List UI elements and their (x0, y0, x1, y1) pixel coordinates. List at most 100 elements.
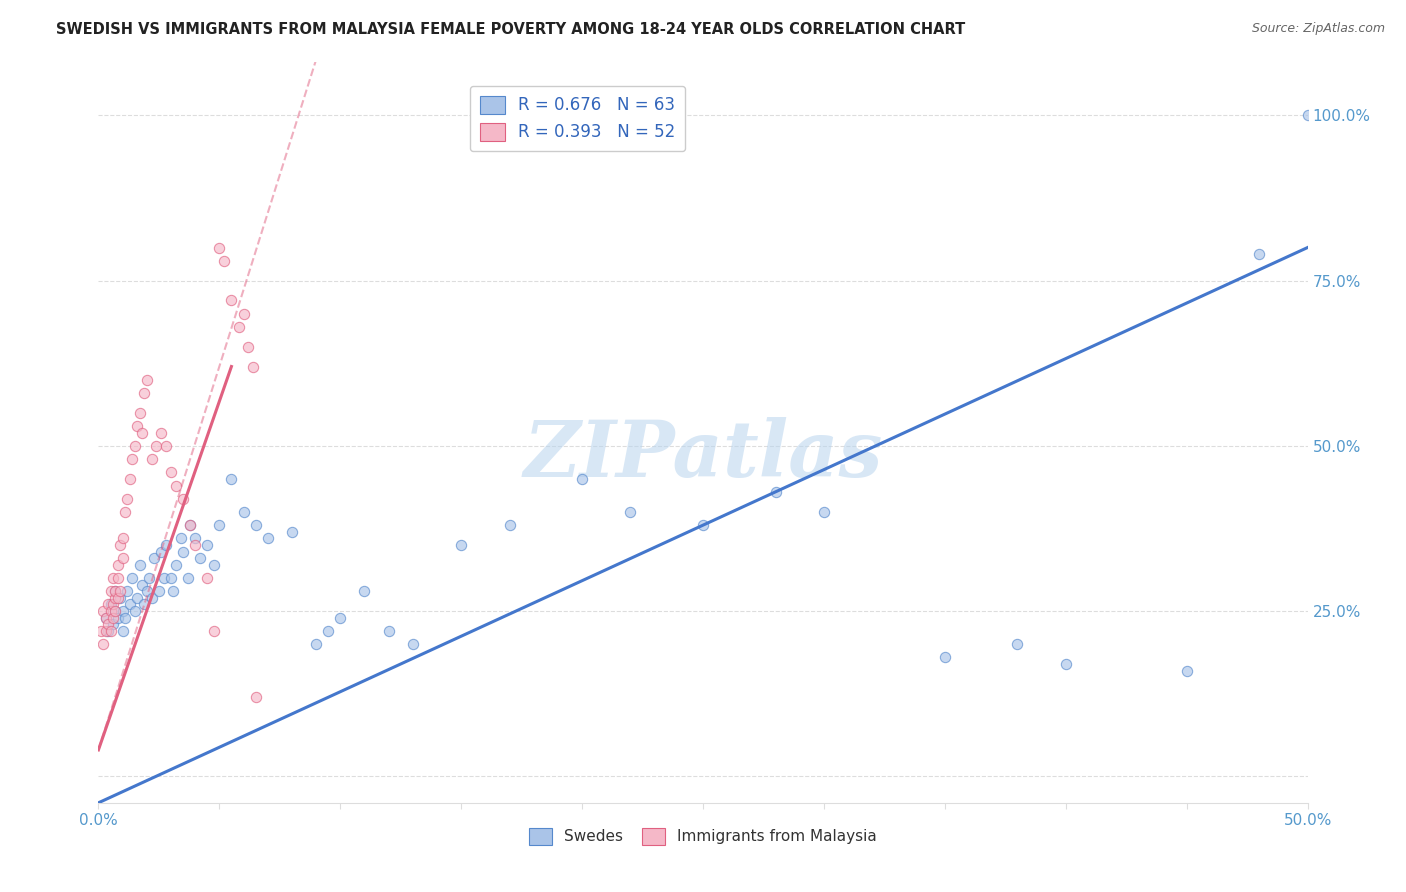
Point (117, 584, 139, 599)
Point (135, 373, 157, 387)
Point (121, 452, 143, 467)
Point (111, 551, 134, 566)
Point (208, 518, 231, 533)
Point (1054, 657, 1077, 671)
Point (1007, 637, 1029, 651)
Point (104, 604, 127, 618)
Point (179, 518, 201, 533)
Point (100, 604, 122, 618)
Point (232, 505, 254, 519)
Point (143, 551, 166, 566)
Point (97, 624, 120, 638)
Point (141, 452, 163, 467)
Point (150, 425, 173, 440)
Point (160, 571, 183, 585)
Point (100, 598, 122, 612)
Point (155, 538, 177, 552)
Point (353, 584, 375, 599)
Point (1249, 247, 1271, 261)
Point (114, 611, 136, 625)
Point (134, 386, 156, 401)
Point (177, 571, 200, 585)
Point (111, 624, 134, 638)
Point (195, 538, 218, 552)
Point (221, 293, 243, 308)
Point (104, 604, 127, 618)
Point (117, 491, 139, 506)
Point (172, 491, 194, 506)
Point (90, 624, 112, 638)
Point (169, 532, 191, 546)
Point (155, 439, 177, 453)
Point (141, 591, 163, 605)
Point (111, 532, 134, 546)
Point (245, 518, 267, 533)
Point (765, 485, 787, 500)
Point (101, 617, 124, 632)
Point (121, 571, 143, 585)
Point (232, 307, 254, 321)
Point (94, 611, 117, 625)
Point (692, 518, 714, 533)
Point (934, 650, 956, 665)
Point (813, 505, 835, 519)
Legend: Swedes, Immigrants from Malaysia: Swedes, Immigrants from Malaysia (523, 822, 883, 851)
Point (94, 611, 117, 625)
Point (100, 584, 122, 599)
Point (316, 624, 339, 638)
Point (131, 577, 153, 591)
Text: ZIPatlas: ZIPatlas (523, 417, 883, 493)
Text: SWEDISH VS IMMIGRANTS FROM MALAYSIA FEMALE POVERTY AMONG 18-24 YEAR OLDS CORRELA: SWEDISH VS IMMIGRANTS FROM MALAYSIA FEMA… (56, 22, 966, 37)
Point (195, 571, 218, 585)
Point (128, 406, 150, 420)
Point (305, 637, 328, 651)
Point (450, 538, 472, 552)
Point (131, 425, 153, 440)
Point (118, 472, 141, 486)
Point (245, 690, 267, 704)
Point (124, 604, 146, 618)
Point (204, 558, 226, 572)
Point (150, 544, 173, 558)
Point (165, 558, 187, 572)
Point (221, 472, 243, 486)
Point (571, 472, 593, 486)
Point (101, 571, 124, 585)
Point (101, 598, 124, 612)
Point (228, 319, 250, 334)
Point (242, 359, 264, 374)
Point (127, 591, 149, 605)
Point (108, 591, 131, 605)
Point (108, 538, 131, 552)
Point (402, 637, 425, 651)
Point (108, 584, 131, 599)
Point (127, 419, 149, 434)
Point (498, 518, 520, 533)
Point (179, 518, 201, 533)
Point (162, 584, 184, 599)
Point (165, 478, 187, 492)
Point (104, 591, 127, 605)
Point (184, 538, 207, 552)
Point (124, 439, 146, 453)
Point (91, 637, 114, 651)
Point (329, 611, 352, 625)
Point (91, 604, 114, 618)
Point (104, 584, 127, 599)
Point (148, 584, 170, 599)
Point (104, 584, 127, 599)
Point (377, 624, 399, 638)
Point (172, 544, 194, 558)
Point (152, 571, 174, 585)
Text: Source: ZipAtlas.com: Source: ZipAtlas.com (1251, 22, 1385, 36)
Point (97, 617, 120, 632)
Point (135, 584, 157, 599)
Point (100, 624, 122, 638)
Point (134, 598, 156, 612)
Point (138, 571, 160, 585)
Point (184, 532, 207, 546)
Point (97, 598, 120, 612)
Point (208, 240, 231, 255)
Point (107, 558, 129, 572)
Point (107, 611, 129, 625)
